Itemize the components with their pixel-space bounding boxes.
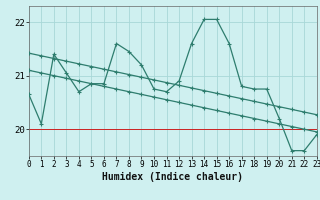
X-axis label: Humidex (Indice chaleur): Humidex (Indice chaleur) (102, 172, 243, 182)
